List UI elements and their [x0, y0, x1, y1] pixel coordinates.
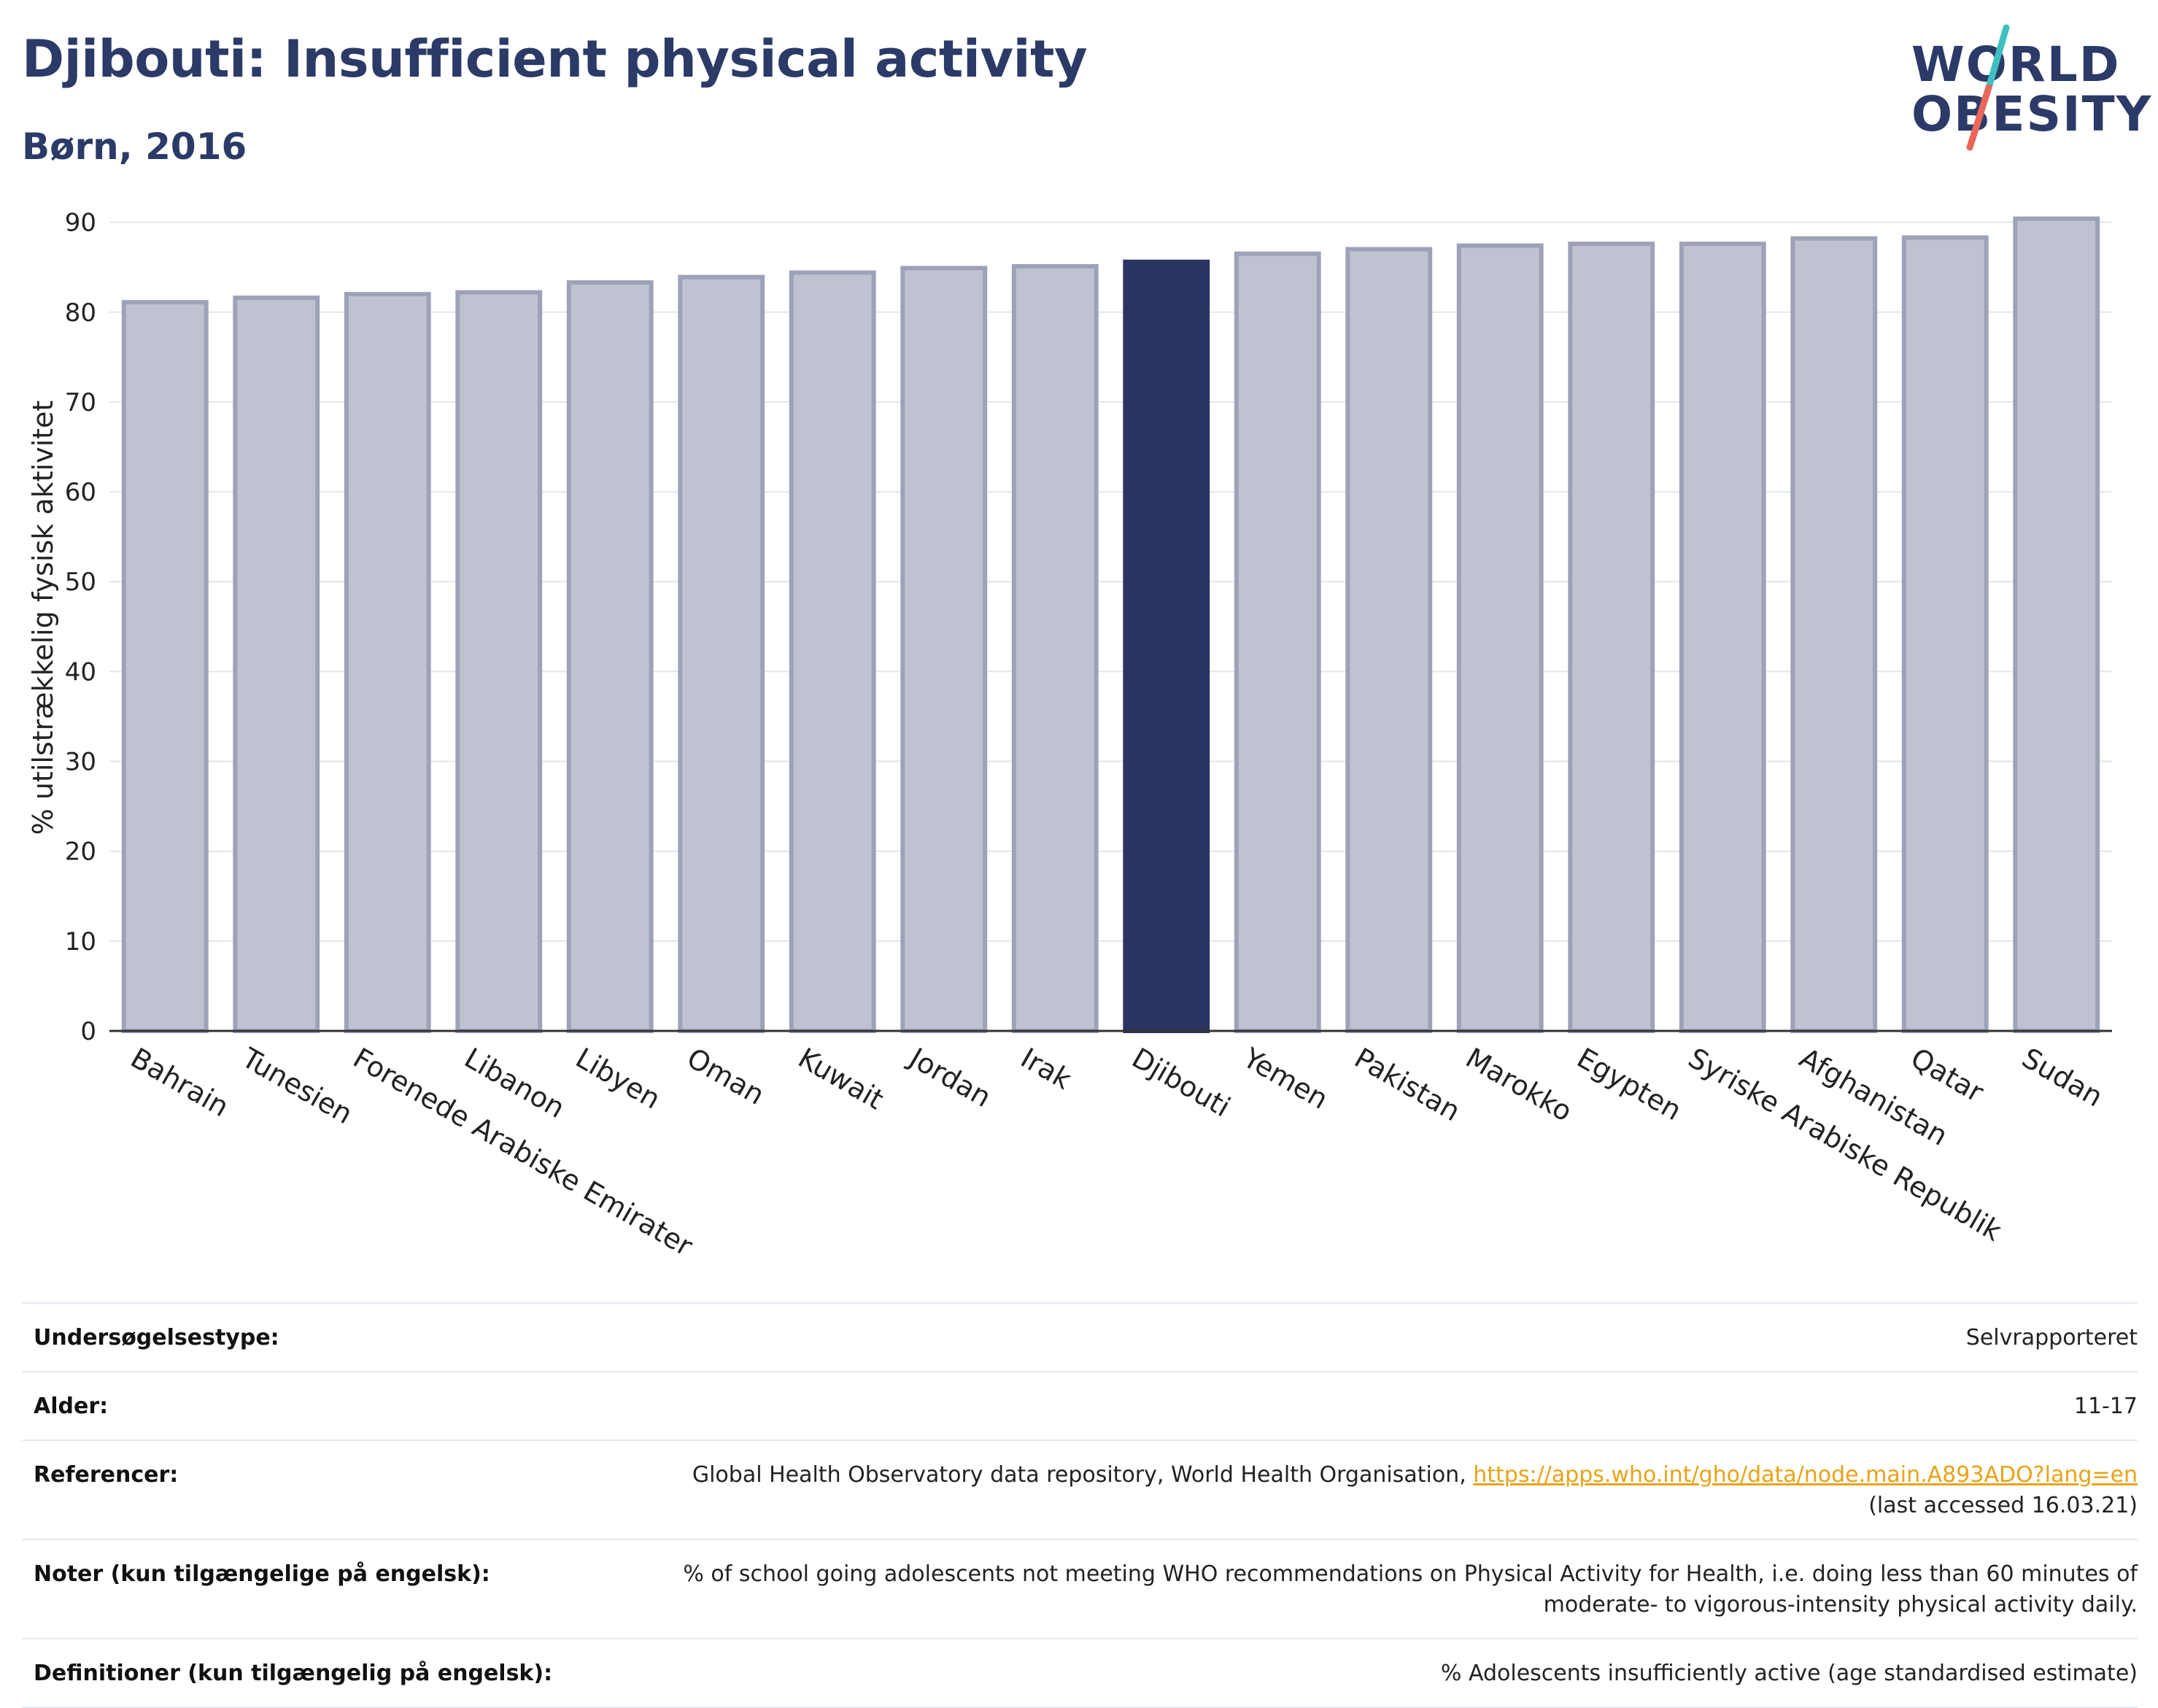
logo-line-2: OBESITY	[1911, 86, 2153, 142]
info-value: % Adolescents insufficiently active (age…	[1440, 1661, 2138, 1686]
info-row-survey-type: Undersøgelsestype: Selvrapporteret	[22, 1302, 2138, 1371]
x-tick-label: Djibouti	[1126, 1042, 1236, 1124]
page-subtitle: Børn, 2016	[22, 125, 247, 168]
x-tick-label: Sudan	[2016, 1042, 2108, 1113]
x-tick-label: Libyen	[571, 1042, 666, 1116]
x-tick-label: Irak	[1016, 1042, 1077, 1096]
reference-text: Global Health Observatory data repositor…	[692, 1462, 1474, 1488]
bar-libanon	[455, 290, 543, 1033]
x-tick-label: Kuwait	[793, 1042, 889, 1116]
info-key: Alder:	[34, 1394, 109, 1419]
info-key: Undersøgelsestype:	[34, 1325, 279, 1350]
info-value: % of school going adolescents not meetin…	[683, 1559, 2138, 1620]
bar-kuwait	[789, 270, 876, 1033]
reference-accessed: (last accessed 16.03.21)	[1868, 1493, 2138, 1518]
bar-oman	[678, 274, 765, 1033]
notes-line-1: % of school going adolescents not meetin…	[683, 1561, 2138, 1587]
x-tick-label: Jordan	[903, 1041, 997, 1114]
bar-sudan	[2013, 216, 2100, 1034]
x-tick-label: Marokko	[1461, 1042, 1578, 1128]
info-key: Definitioner (kun tilgængelig på engelsk…	[34, 1661, 553, 1686]
bar-tunesien	[233, 295, 320, 1034]
y-axis-label: % utilstrækkelig fysisk aktivitet	[27, 401, 59, 835]
world-obesity-logo: WORLD OBESITY	[1897, 22, 2151, 153]
x-tick-label: Qatar	[1906, 1042, 1989, 1109]
notes-line-2: moderate- to vigorous-intensity physical…	[1543, 1592, 2138, 1618]
x-tick-label: Bahrain	[125, 1042, 234, 1124]
info-key: Noter (kun tilgængelige på engelsk):	[34, 1561, 490, 1587]
x-tick-label: Pakistan	[1349, 1042, 1466, 1128]
y-tick-label: 10	[65, 927, 96, 957]
grid-lines	[109, 221, 2112, 942]
y-tick-label: 60	[65, 478, 96, 507]
logo-slash-icon	[1966, 24, 2010, 151]
reference-link[interactable]: https://apps.who.int/gho/data/node.main.…	[1473, 1462, 2138, 1488]
bar-jordan	[900, 266, 988, 1034]
info-row-references: Referencer: Global Health Observatory da…	[22, 1440, 2138, 1539]
bar-egypten	[1568, 241, 1655, 1033]
bar-yemen	[1234, 251, 1321, 1034]
bar-syriske-arabiske-republik	[1679, 241, 1766, 1033]
x-tick-label: Tunesien	[236, 1041, 357, 1130]
bar-chart: 0 10 20 30 40 50 60 70 80 90 Bahrain TunesienForen…	[27, 209, 2112, 1263]
info-row-notes: Noter (kun tilgængelige på engelsk): % o…	[22, 1539, 2138, 1638]
info-table: Undersøgelsestype: Selvrapporteret Alder…	[22, 1302, 2138, 1708]
info-value: Selvrapporteret	[1965, 1325, 2138, 1350]
y-tick-label: 80	[65, 298, 96, 328]
bar-pakistan	[1345, 247, 1433, 1034]
y-tick-label: 70	[65, 388, 96, 417]
bar-afghanistan	[1790, 236, 1878, 1033]
y-tick-label: 20	[65, 838, 96, 867]
bar-libyen	[566, 280, 654, 1034]
bar-irak	[1011, 263, 1099, 1034]
page-title: Djibouti: Insufficient physical activity	[22, 29, 1088, 89]
bar-marokko	[1456, 243, 1544, 1033]
bar-forenede-arabiske-emirater	[344, 292, 431, 1034]
x-tick-label: Oman	[681, 1042, 770, 1111]
info-value: Global Health Observatory data repositor…	[692, 1460, 2138, 1521]
y-tick-label: 90	[65, 209, 96, 238]
y-tick-label: 40	[65, 657, 96, 687]
y-tick-label: 50	[65, 568, 96, 597]
logo-line-1: WORLD	[1911, 36, 2121, 93]
bar-djibouti	[1123, 259, 1210, 1034]
bars	[121, 216, 2100, 1034]
info-row-definitions: Definitioner (kun tilgængelig på engelsk…	[22, 1638, 2138, 1708]
y-tick-label: 0	[80, 1017, 96, 1046]
y-tick-label: 30	[65, 748, 96, 777]
x-tick-label: Yemen	[1237, 1041, 1334, 1116]
bar-qatar	[1901, 235, 1989, 1034]
info-row-age: Alder: 11-17	[22, 1371, 2138, 1440]
bar-bahrain	[121, 300, 209, 1034]
x-tick-label: Egypten	[1571, 1042, 1687, 1127]
y-axis-ticks: 0 10 20 30 40 50 60 70 80 90	[65, 209, 96, 1046]
info-value: 11-17	[2073, 1394, 2138, 1419]
info-key: Referencer:	[34, 1462, 179, 1488]
